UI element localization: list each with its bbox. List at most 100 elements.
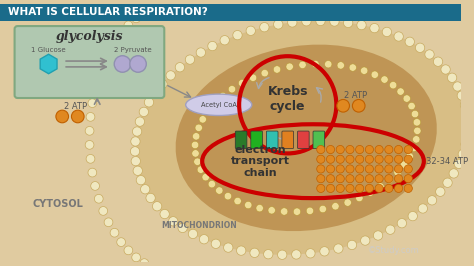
Circle shape xyxy=(185,55,195,64)
Circle shape xyxy=(208,180,216,188)
Text: 32-34 ATP: 32-34 ATP xyxy=(426,157,468,166)
Circle shape xyxy=(356,174,364,183)
Circle shape xyxy=(85,140,94,149)
Circle shape xyxy=(245,201,252,209)
Circle shape xyxy=(356,146,364,153)
Circle shape xyxy=(404,184,412,193)
Ellipse shape xyxy=(186,94,252,115)
Circle shape xyxy=(160,209,169,219)
Circle shape xyxy=(344,18,353,28)
Text: CYTOSOL: CYTOSOL xyxy=(33,199,84,209)
Circle shape xyxy=(288,18,297,27)
FancyBboxPatch shape xyxy=(282,131,293,148)
Circle shape xyxy=(238,80,246,87)
Circle shape xyxy=(220,36,229,45)
Circle shape xyxy=(72,110,84,123)
Circle shape xyxy=(130,56,146,72)
Circle shape xyxy=(352,99,365,112)
Circle shape xyxy=(334,244,343,253)
Circle shape xyxy=(404,155,412,163)
Circle shape xyxy=(139,107,148,117)
Circle shape xyxy=(418,204,428,213)
FancyBboxPatch shape xyxy=(235,131,247,148)
Circle shape xyxy=(153,202,162,211)
Circle shape xyxy=(158,79,167,89)
FancyBboxPatch shape xyxy=(251,131,263,148)
Circle shape xyxy=(337,62,345,69)
Circle shape xyxy=(410,144,418,152)
Circle shape xyxy=(91,85,100,94)
Text: Acetyl CoA: Acetyl CoA xyxy=(201,102,237,108)
FancyBboxPatch shape xyxy=(266,131,278,148)
Circle shape xyxy=(131,156,140,166)
Polygon shape xyxy=(40,54,57,74)
Circle shape xyxy=(132,127,142,136)
Circle shape xyxy=(336,165,344,173)
Circle shape xyxy=(344,199,351,206)
Circle shape xyxy=(443,178,452,187)
Circle shape xyxy=(208,41,217,51)
Circle shape xyxy=(361,236,370,245)
Circle shape xyxy=(425,50,434,59)
Circle shape xyxy=(408,211,418,221)
Circle shape xyxy=(133,166,142,176)
Circle shape xyxy=(356,184,364,193)
Circle shape xyxy=(249,74,257,81)
Circle shape xyxy=(211,100,219,107)
Circle shape xyxy=(312,60,319,68)
Circle shape xyxy=(211,239,220,248)
Circle shape xyxy=(375,155,383,163)
Circle shape xyxy=(327,184,335,193)
Circle shape xyxy=(413,119,420,126)
Circle shape xyxy=(374,231,383,240)
Circle shape xyxy=(88,99,97,107)
Circle shape xyxy=(336,155,344,163)
Circle shape xyxy=(233,31,242,40)
Circle shape xyxy=(346,184,354,193)
Text: 2 Pyruvate: 2 Pyruvate xyxy=(114,47,152,53)
Circle shape xyxy=(385,184,393,193)
Text: electron
transport
chain: electron transport chain xyxy=(231,145,290,178)
Circle shape xyxy=(377,183,384,190)
Circle shape xyxy=(104,49,113,58)
Circle shape xyxy=(385,155,393,163)
Circle shape xyxy=(336,184,344,193)
Circle shape xyxy=(381,76,388,83)
Circle shape xyxy=(104,218,113,227)
Circle shape xyxy=(316,16,325,26)
Circle shape xyxy=(194,158,201,165)
Circle shape xyxy=(85,126,94,135)
Circle shape xyxy=(117,238,126,247)
Circle shape xyxy=(403,95,410,102)
Circle shape xyxy=(385,174,393,183)
Circle shape xyxy=(441,65,450,74)
Circle shape xyxy=(394,174,402,183)
Circle shape xyxy=(199,116,206,123)
Circle shape xyxy=(357,20,366,30)
Circle shape xyxy=(325,61,332,68)
Circle shape xyxy=(356,165,364,173)
Circle shape xyxy=(375,174,383,183)
Circle shape xyxy=(394,146,402,153)
Circle shape xyxy=(404,174,412,183)
Circle shape xyxy=(200,235,209,244)
Circle shape xyxy=(413,119,420,126)
Circle shape xyxy=(99,60,108,69)
Circle shape xyxy=(94,73,103,81)
Circle shape xyxy=(192,133,200,140)
Circle shape xyxy=(356,194,363,202)
Circle shape xyxy=(412,136,420,143)
Circle shape xyxy=(336,146,344,153)
Circle shape xyxy=(330,17,339,26)
Circle shape xyxy=(146,193,155,203)
Circle shape xyxy=(136,176,146,185)
Circle shape xyxy=(397,219,407,228)
Circle shape xyxy=(175,63,184,72)
Circle shape xyxy=(365,184,374,193)
Circle shape xyxy=(140,259,149,266)
Circle shape xyxy=(371,71,379,78)
Circle shape xyxy=(370,23,379,33)
Circle shape xyxy=(216,187,223,194)
Circle shape xyxy=(433,57,443,66)
Text: 1 Glucose: 1 Glucose xyxy=(31,47,66,53)
